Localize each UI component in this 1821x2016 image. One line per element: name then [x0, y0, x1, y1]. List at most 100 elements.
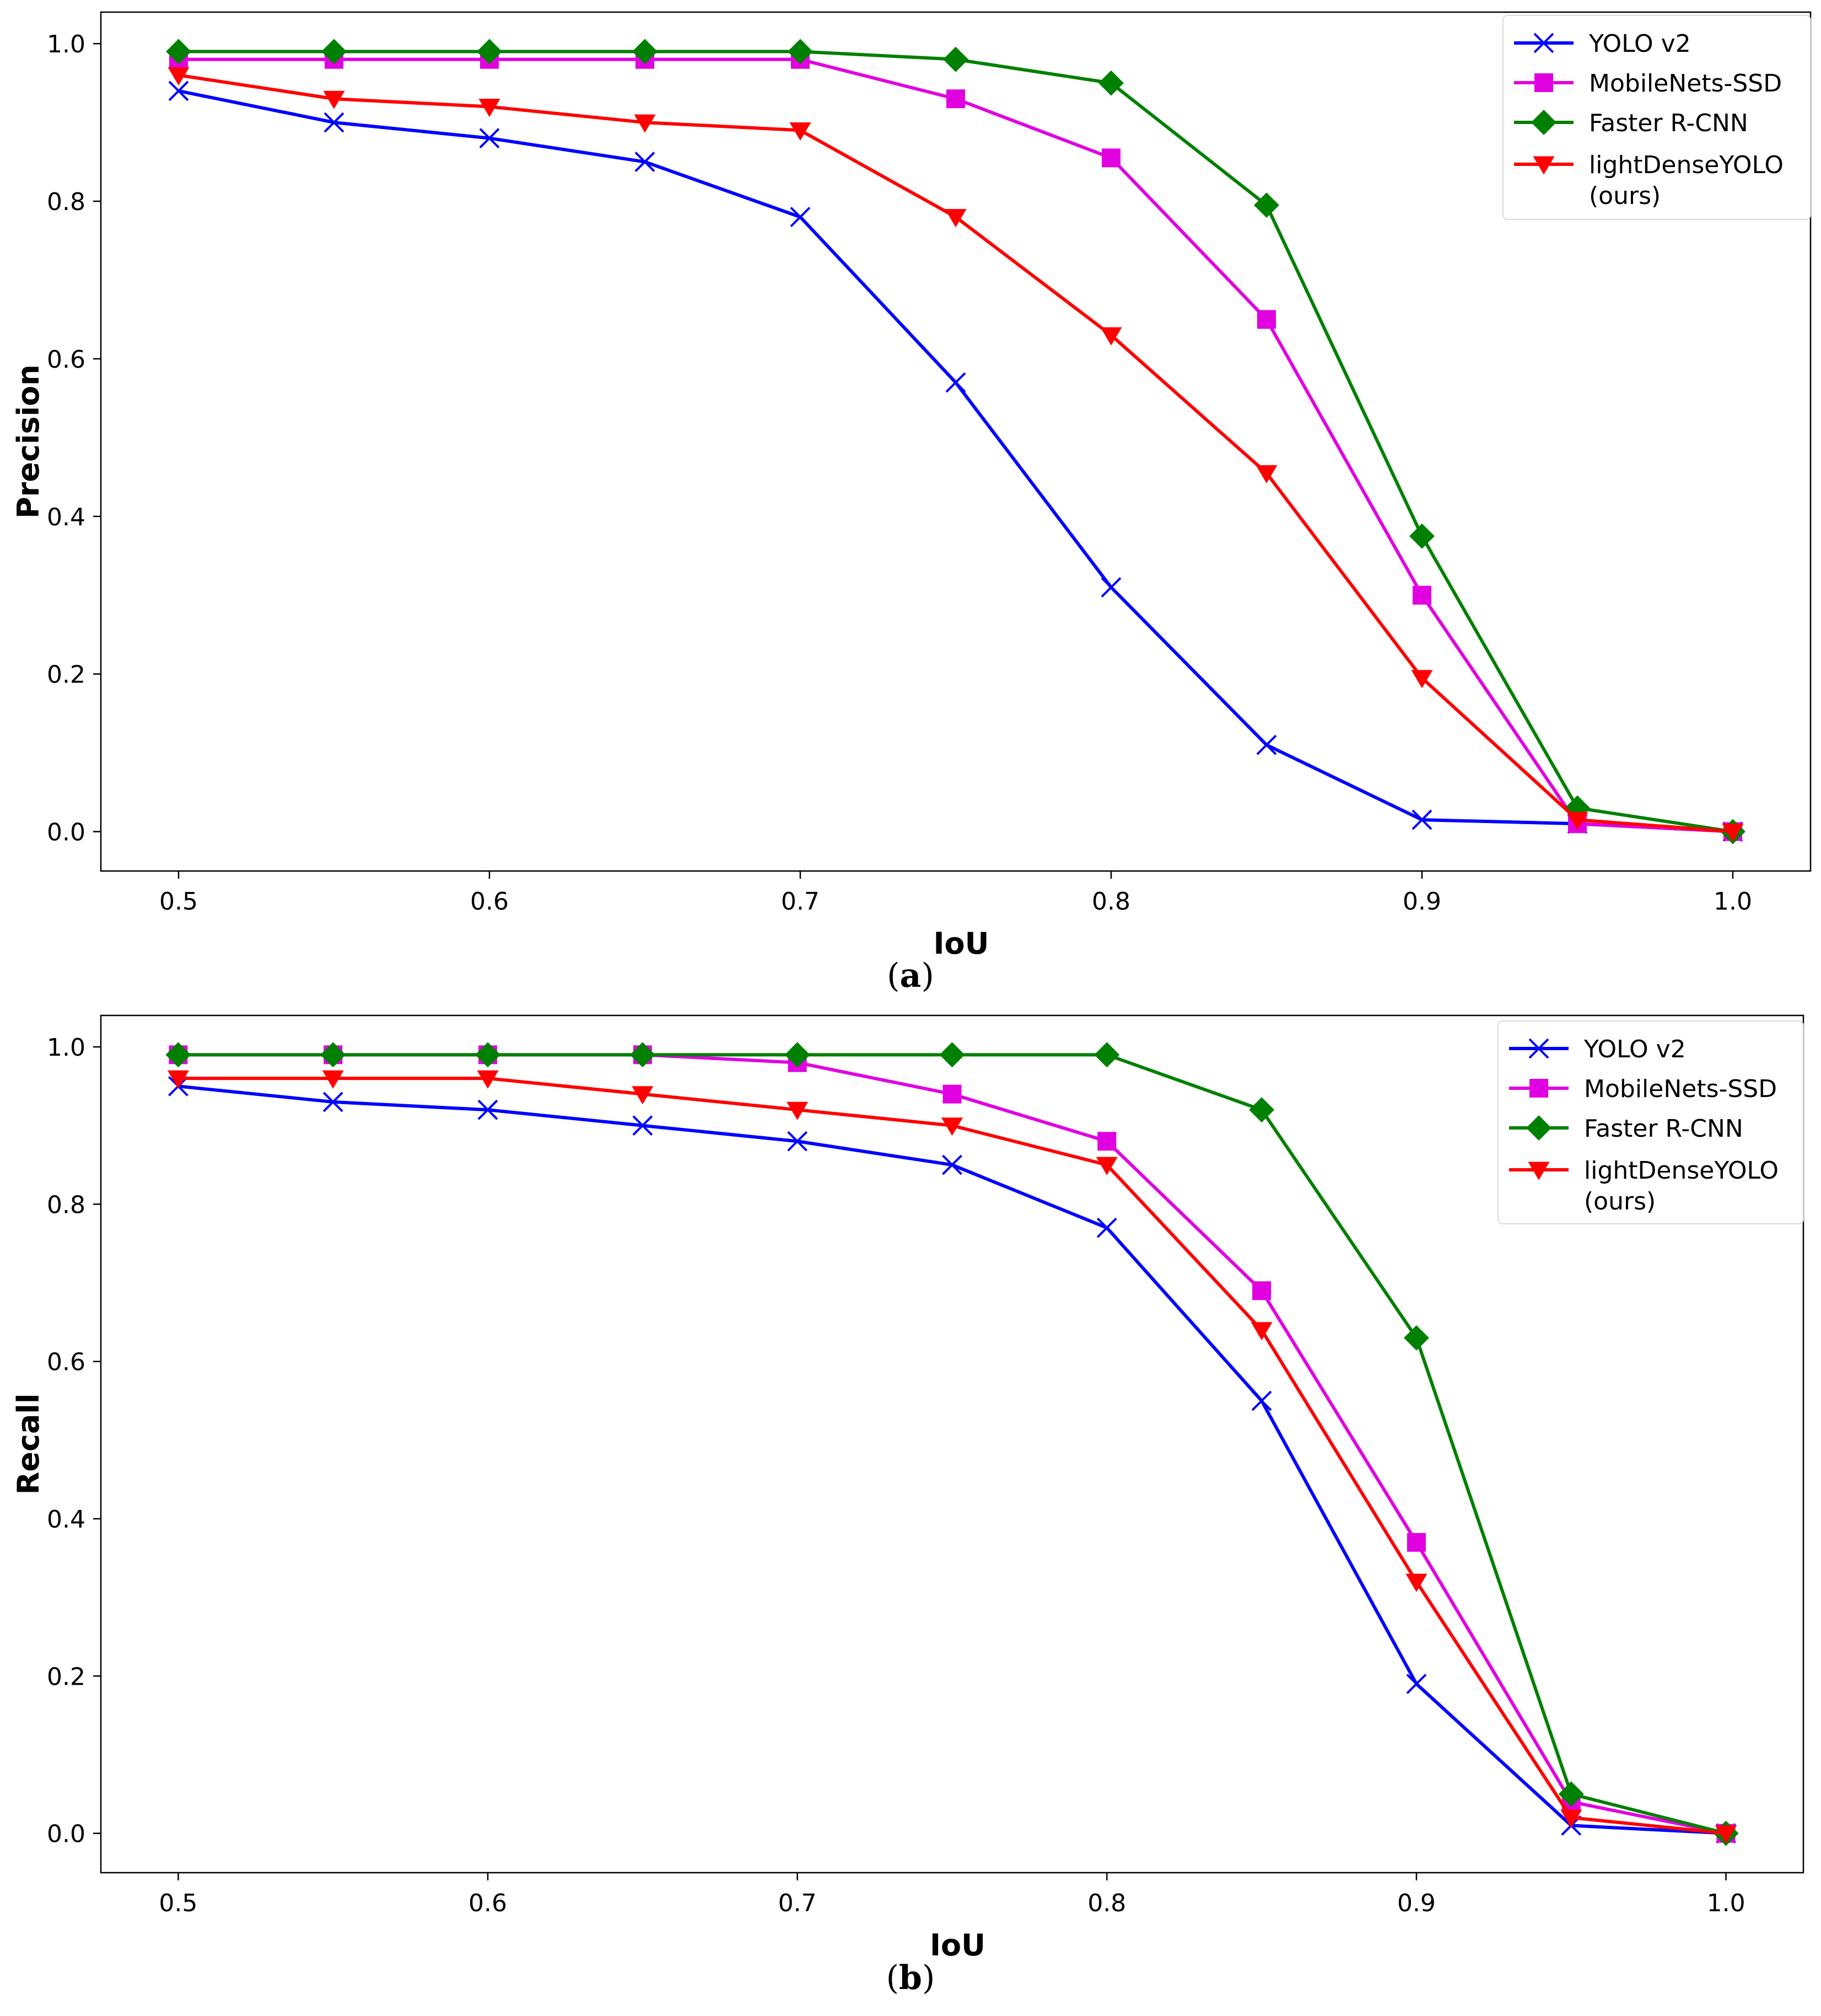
data-point: [1404, 1325, 1429, 1351]
x-tick-label: 1.0: [1707, 1889, 1745, 1917]
data-point: [1096, 1217, 1117, 1238]
x-tick-label: 0.6: [470, 888, 509, 916]
legend-label: YOLO v2: [1588, 30, 1691, 58]
legend-box: [1497, 1020, 1804, 1224]
series-line: [178, 73, 1733, 834]
x-tick-label: 0.5: [159, 888, 198, 916]
legend-marker: [1531, 110, 1556, 135]
x-tick-label: 0.9: [1403, 888, 1441, 916]
data-point: [945, 209, 967, 228]
legend-label: Faster R-CNN: [1589, 109, 1748, 137]
legend-marker: [1526, 1115, 1551, 1141]
data-point: [1256, 734, 1277, 755]
x-tick-label: 0.8: [1092, 888, 1130, 916]
data-point: [323, 90, 345, 109]
data-point: [787, 1131, 808, 1152]
data-point: [632, 1086, 654, 1105]
data-point: [1096, 1157, 1118, 1175]
data-point: [946, 89, 965, 109]
y-tick-label: 1.0: [47, 30, 85, 58]
data-point: [1094, 1042, 1120, 1068]
x-tick-label: 0.7: [778, 1889, 817, 1917]
series-line: [178, 1077, 1726, 1835]
x-tick-label: 0.7: [781, 888, 820, 916]
data-point: [1407, 1533, 1426, 1552]
legend-marker: [1533, 33, 1554, 53]
legend-label: MobileNets-SSD: [1589, 69, 1782, 98]
legend-label-line2: (ours): [1589, 182, 1661, 210]
caption-open-paren: (: [887, 956, 899, 995]
data-point: [1411, 670, 1433, 689]
data-point: [939, 1042, 965, 1068]
data-point: [1251, 1390, 1272, 1411]
y-tick-label: 0.4: [47, 503, 85, 531]
y-tick-label: 0.0: [47, 1820, 85, 1848]
data-point: [789, 122, 811, 141]
legend-label: lightDenseYOLO: [1589, 151, 1784, 179]
series-faster-r-cnn: [165, 1042, 1739, 1846]
y-tick-label: 0.8: [47, 1191, 85, 1219]
data-point: [479, 128, 500, 149]
x-tick-label: 0.9: [1397, 1889, 1436, 1917]
series-line: [179, 50, 1733, 834]
legend-label: Faster R-CNN: [1584, 1115, 1743, 1143]
y-tick-label: 0.4: [47, 1506, 85, 1534]
data-point: [477, 1070, 499, 1089]
data-point: [634, 152, 655, 172]
x-tick-label: 0.8: [1087, 1889, 1126, 1917]
data-point: [168, 67, 190, 86]
data-point: [629, 1042, 655, 1068]
data-point: [1715, 1825, 1737, 1844]
data-point: [1098, 70, 1124, 96]
legend-marker: [1528, 1038, 1549, 1059]
x-axis-label: IoU: [930, 1928, 985, 1963]
figure-caption: (b): [886, 1959, 935, 1997]
x-tick-label: 1.0: [1714, 888, 1752, 916]
data-point: [634, 114, 656, 133]
y-tick-label: 0.0: [47, 819, 85, 847]
data-point: [1251, 1322, 1273, 1341]
legend-marker: [1534, 73, 1553, 92]
data-point: [320, 1042, 346, 1068]
y-tick-label: 1.0: [47, 1034, 85, 1062]
y-tick-label: 0.2: [47, 661, 85, 689]
caption-close-paren: ): [921, 956, 934, 995]
y-tick-label: 0.8: [47, 188, 85, 216]
data-point: [1405, 1573, 1427, 1592]
caption-letter: b: [899, 1959, 922, 1997]
data-point: [1257, 310, 1276, 329]
x-tick-label: 0.5: [159, 1889, 197, 1917]
recall-chart: 0.5 0.6 0.7 0.8 0.9 1.0 0.0 0.2 0.4 0.6 0.8 1.0 IoU R…: [11, 1014, 1804, 1997]
x-tick-label: 0.6: [468, 1889, 507, 1917]
legend-label: lightDenseYOLO: [1584, 1157, 1779, 1185]
x-axis-label: IoU: [933, 926, 989, 961]
data-point: [1101, 577, 1122, 598]
legend-marker: [1529, 1079, 1548, 1098]
data-point: [1254, 192, 1279, 218]
data-point: [1100, 327, 1122, 346]
plot-frame: [100, 1014, 1804, 1874]
data-point: [1413, 585, 1431, 605]
series-lightdenseyolo: [167, 1070, 1737, 1844]
data-point: [1560, 1809, 1582, 1828]
data-point: [168, 80, 189, 101]
data-point: [1249, 1097, 1275, 1123]
caption-close-paren: ): [922, 1959, 935, 1997]
data-point: [945, 372, 966, 393]
legend-label: MobileNets-SSD: [1584, 1075, 1777, 1103]
data-point: [1256, 465, 1278, 483]
series-line: [178, 1053, 1727, 1835]
data-point: [166, 39, 191, 64]
data-point: [324, 112, 344, 133]
legend-marker: [1533, 156, 1555, 175]
data-point: [322, 1070, 344, 1089]
data-point: [477, 1099, 498, 1120]
data-point: [942, 1084, 962, 1104]
series-line: [178, 1053, 1727, 1835]
data-point: [1097, 1132, 1117, 1151]
data-point: [165, 1042, 191, 1068]
series-line: [178, 1084, 1726, 1835]
data-point: [1102, 148, 1120, 168]
data-point: [321, 39, 347, 64]
data-point: [322, 1092, 343, 1112]
